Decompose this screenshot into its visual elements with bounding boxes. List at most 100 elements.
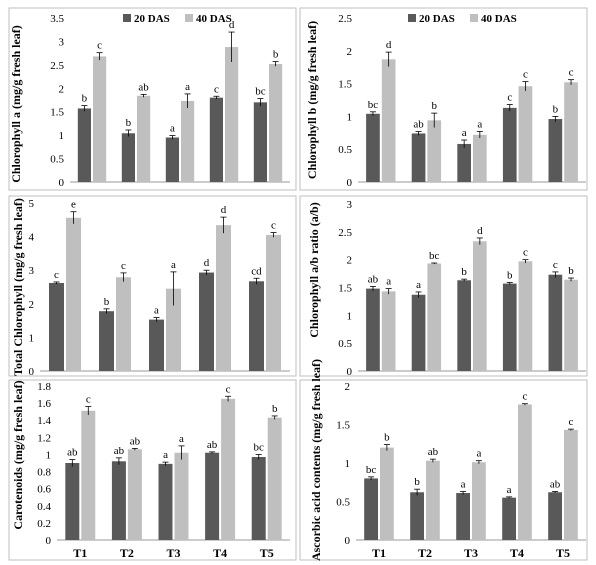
bar-t2-series1 <box>411 133 426 182</box>
x-tick-label: T5 <box>556 546 570 560</box>
bar-t2-series2 <box>137 95 151 182</box>
bar-t3-series2 <box>181 100 195 182</box>
y-axis-label: Chlorophyll a (mg/g fresh leaf) <box>9 25 23 183</box>
x-tick-label: T5 <box>260 546 274 560</box>
y-tick-label: 2.5 <box>338 227 352 239</box>
bar-t5-series1 <box>251 457 266 540</box>
bar-t3-series1 <box>165 137 179 182</box>
x-tick-label: T3 <box>166 546 180 560</box>
bar-t1-series2 <box>66 217 81 371</box>
legend-swatch <box>408 14 416 22</box>
y-tick-label: 3.5 <box>50 13 64 25</box>
bar-t5-series2 <box>267 417 282 540</box>
y-tick-label: 3 <box>29 265 35 277</box>
significance-label: a <box>476 448 481 460</box>
significance-label: ab <box>428 446 439 458</box>
significance-label: ab <box>138 81 149 93</box>
significance-label: ab <box>413 118 424 130</box>
y-tick-label: 0.4 <box>37 501 51 513</box>
y-axis-label: Chlorophyll a/b ratio (a/b) <box>307 202 321 337</box>
significance-label: c <box>568 416 573 428</box>
panel-frame <box>8 7 297 191</box>
significance-label: c <box>569 67 574 79</box>
significance-label: a <box>163 449 168 461</box>
significance-label: b <box>126 117 132 129</box>
significance-label: b <box>553 103 559 115</box>
bar-t1-series2 <box>381 59 396 182</box>
bar-t4-series1 <box>199 272 214 371</box>
legend-swatch <box>470 14 478 22</box>
bar-t1-series1 <box>49 282 64 371</box>
bar-t2-series2 <box>427 263 442 371</box>
bar-t3-series2 <box>174 452 189 540</box>
y-tick-label: 3 <box>59 36 65 48</box>
bar-t1-series2 <box>93 56 107 183</box>
chart-panel-top-left: 0 0.5 1 1.5 2 2.5 3 3.5 Chlorophyll a (mg/g fres… <box>8 7 297 191</box>
significance-label: b <box>431 100 437 112</box>
y-tick-label: 0 <box>29 366 35 378</box>
bar-t2-series1 <box>111 461 126 540</box>
x-tick-label: T2 <box>120 546 134 560</box>
y-tick-label: 2.5 <box>50 60 64 72</box>
y-tick-label: 2 <box>347 46 353 58</box>
x-tick-label: T4 <box>213 546 227 560</box>
y-tick-label: 2 <box>59 83 65 95</box>
legend-label: 40 DAS <box>196 13 232 25</box>
significance-label: c <box>522 391 527 403</box>
y-tick-label: 1 <box>345 458 351 470</box>
bar-t4-series2 <box>518 404 532 540</box>
significance-label: d <box>386 39 392 51</box>
bar-t3-series1 <box>456 493 470 540</box>
significance-label: c <box>507 92 512 104</box>
y-tick-label: 0 <box>347 177 353 189</box>
significance-label: a <box>171 259 176 271</box>
bar-t2-series1 <box>410 492 424 540</box>
significance-label: ab <box>67 447 78 459</box>
chart-panel-middle-right: 0 0.5 1 1.5 2 2.5 3 Chlorophyll a/b ratio (a/b)… <box>299 195 588 378</box>
bar-t4-series1 <box>205 452 220 540</box>
bar-t4-series2 <box>518 261 533 371</box>
significance-label: c <box>97 40 102 52</box>
significance-label: a <box>461 478 466 490</box>
bar-t5-series2 <box>266 234 281 371</box>
chart-panel-top-right: 0 0.5 1 1.5 2 2.5 Chlorophyll b (mg/g fresh le… <box>299 7 588 191</box>
y-tick-label: 0.2 <box>37 518 51 530</box>
y-tick-label: 0.5 <box>336 497 350 509</box>
bar-t3-series2 <box>472 462 486 540</box>
legend-label: 40 DAS <box>481 13 517 25</box>
significance-label: b <box>461 266 467 278</box>
significance-label: bc <box>368 99 379 111</box>
y-tick-label: 1.4 <box>37 415 51 427</box>
y-tick-label: 0.8 <box>37 467 51 479</box>
bar-t3-series1 <box>149 319 164 371</box>
y-axis-label: Ascorbic acid contents (mg/g fresh leaf) <box>309 359 323 561</box>
significance-label: c <box>271 220 276 232</box>
y-tick-label: 1 <box>347 111 353 123</box>
bar-t5-series1 <box>548 492 562 540</box>
y-tick-label: 1 <box>59 130 65 142</box>
significance-label: ab <box>207 439 218 451</box>
significance-label: b <box>384 432 390 444</box>
significance-label: c <box>553 259 558 271</box>
y-tick-label: 1.2 <box>37 432 51 444</box>
bar-t3-series1 <box>457 143 471 182</box>
significance-label: cd <box>251 265 262 277</box>
significance-label: ab <box>130 435 141 447</box>
y-tick-label: 0.5 <box>338 338 352 350</box>
bar-t5-series1 <box>548 274 563 371</box>
significance-label: b <box>414 476 420 488</box>
legend-swatch <box>123 14 131 22</box>
bar-t2-series2 <box>116 277 131 371</box>
x-tick-label: T2 <box>418 546 432 560</box>
bar-t2-series1 <box>411 294 426 371</box>
bar-t3-series2 <box>473 241 487 371</box>
significance-label: a <box>179 433 184 445</box>
bar-t1-series1 <box>366 288 380 371</box>
chart-panel-bottom-right: 0 0.5 1 1.5 2 Ascorbic acid contents (mg/g fr… <box>299 359 588 561</box>
bar-t3-series2 <box>473 134 487 182</box>
bar-t1-series1 <box>77 108 91 182</box>
y-tick-label: 0.6 <box>37 484 51 496</box>
y-tick-label: 3 <box>347 199 353 211</box>
panel-frame <box>299 195 588 377</box>
y-tick-label: 2.5 <box>338 13 352 25</box>
